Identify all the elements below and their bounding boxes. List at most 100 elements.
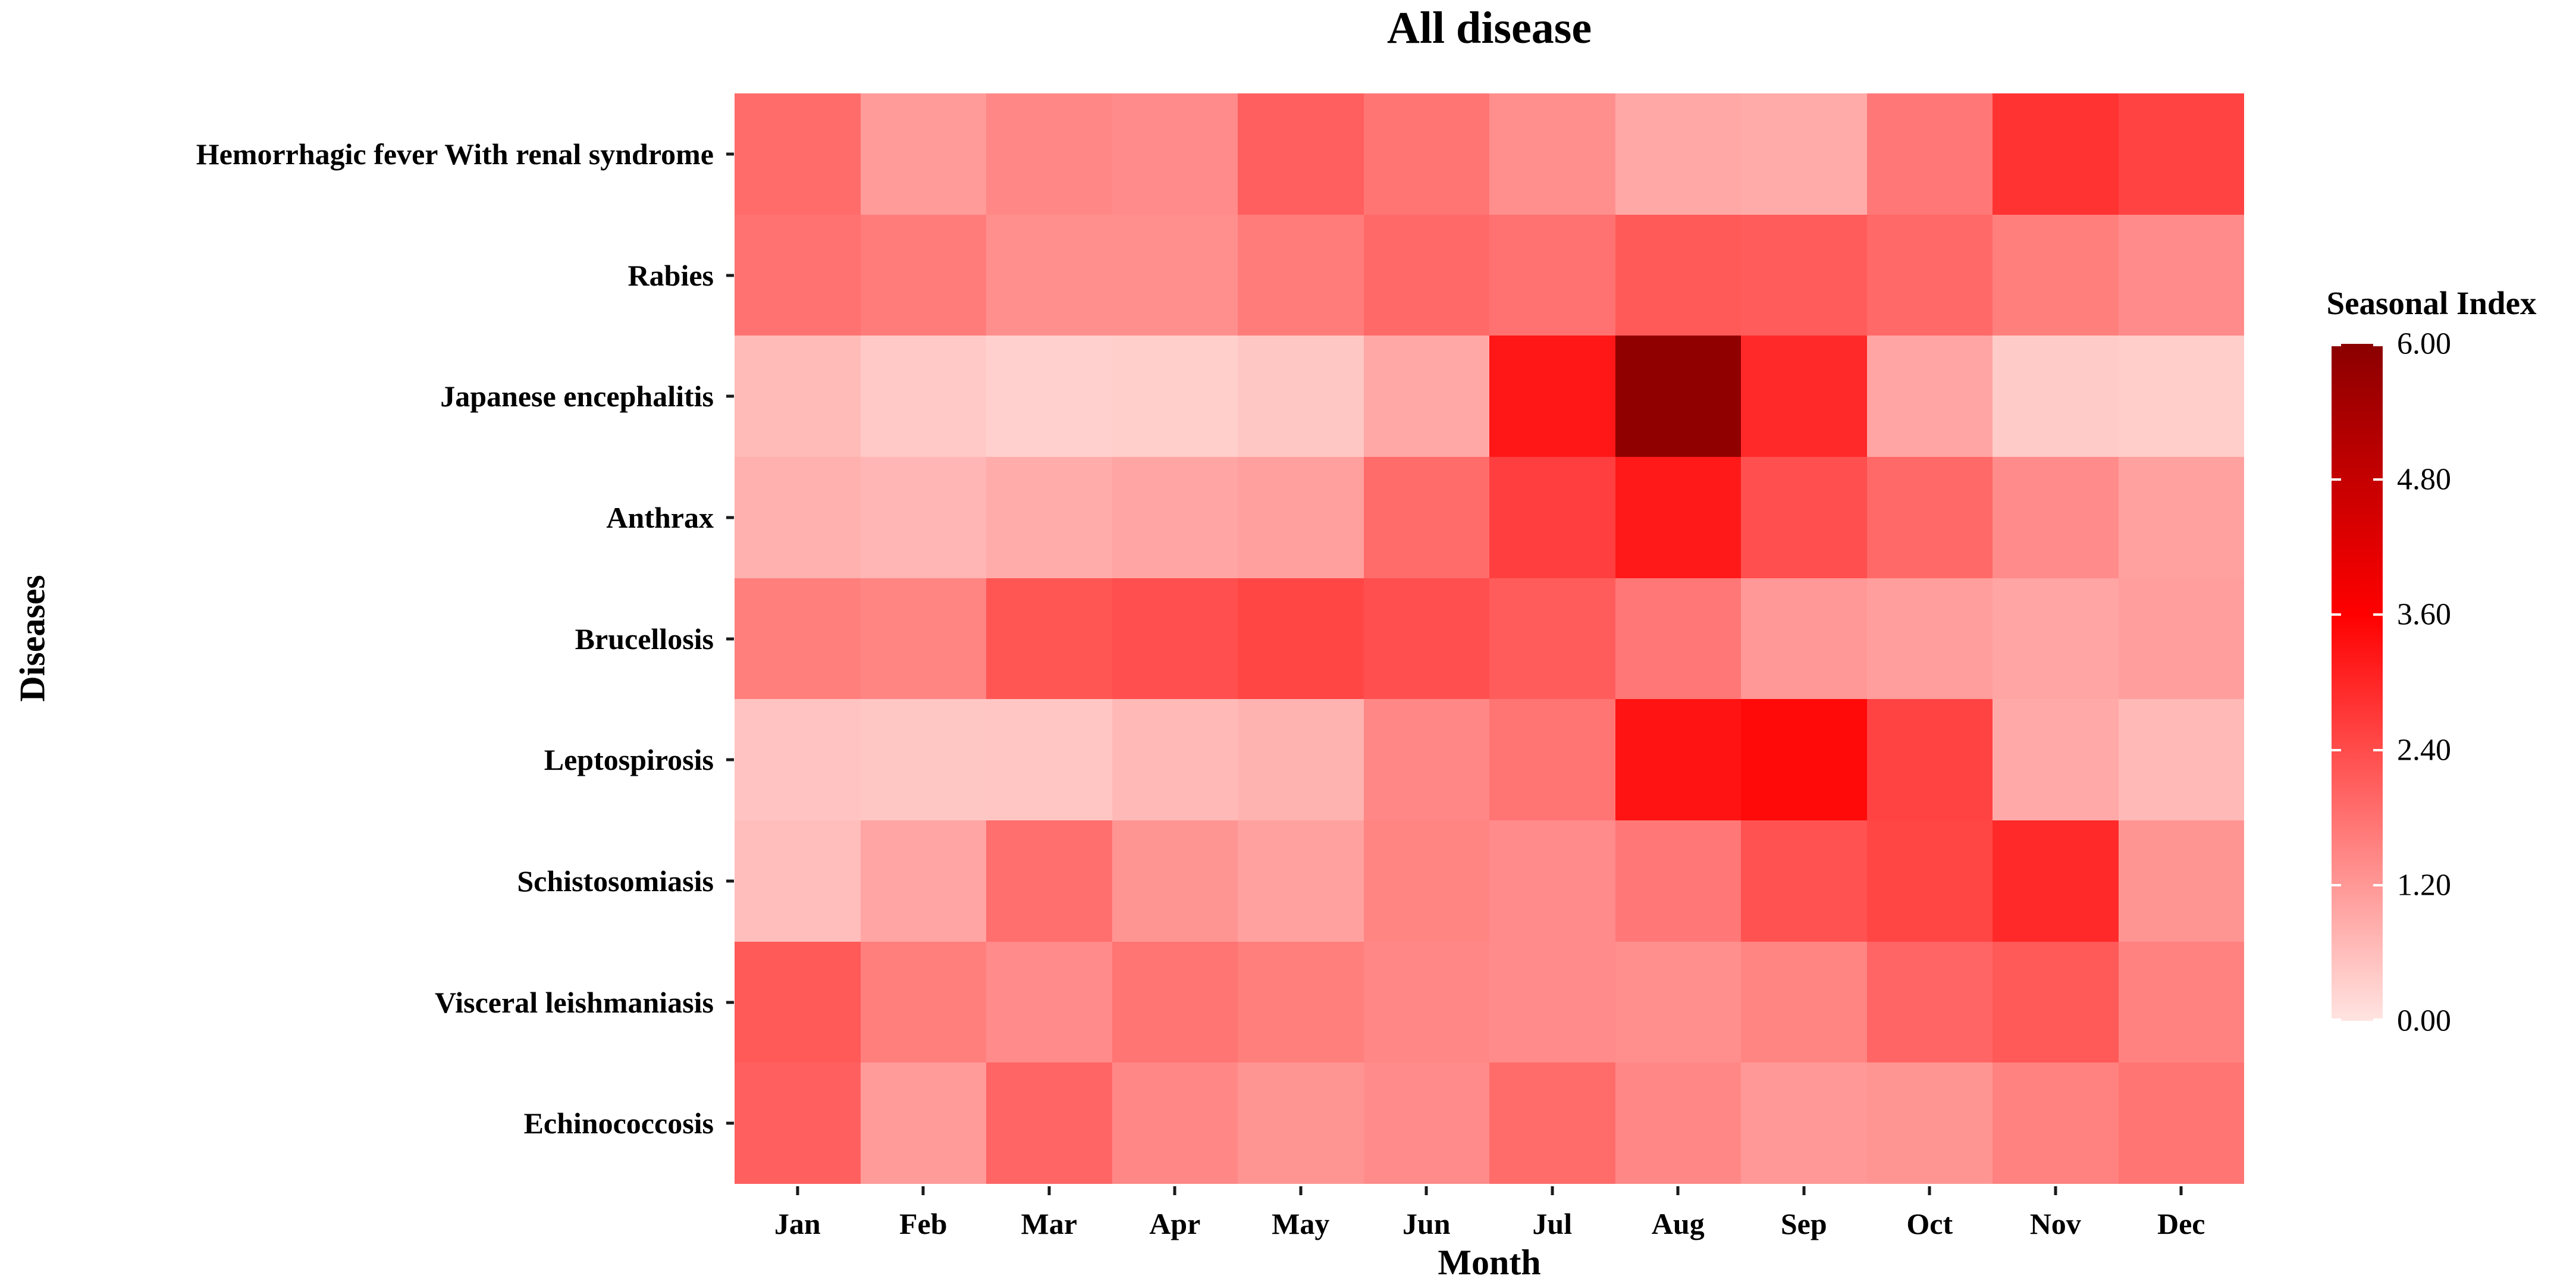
heatmap-cell bbox=[1363, 214, 1489, 336]
x-tick-mark bbox=[1802, 1186, 1806, 1195]
heatmap-cell bbox=[1866, 214, 1993, 336]
heatmap-cell bbox=[1363, 699, 1489, 820]
heatmap-cell bbox=[2118, 457, 2244, 578]
heatmap-cell bbox=[1615, 941, 1741, 1063]
heatmap-cell bbox=[1615, 457, 1741, 578]
heatmap-cell bbox=[1866, 941, 1993, 1063]
legend-tick-mark bbox=[2332, 478, 2341, 481]
legend-tick-label: 0.00 bbox=[2397, 1004, 2451, 1038]
heatmap-cell bbox=[1112, 941, 1238, 1063]
heatmap-cell bbox=[1238, 457, 1364, 578]
heatmap-cell bbox=[2118, 1063, 2244, 1184]
heatmap-cell bbox=[1615, 336, 1741, 457]
legend-title: Seasonal Index bbox=[2326, 285, 2537, 321]
heatmap-cell bbox=[1866, 93, 1993, 215]
y-tick-mark bbox=[726, 758, 734, 761]
heatmap-cell bbox=[860, 1063, 986, 1184]
heatmap-cell bbox=[1238, 1063, 1364, 1184]
heatmap-cell bbox=[1741, 578, 1867, 700]
heatmap-cell bbox=[986, 214, 1112, 336]
heatmap-cell bbox=[1993, 1063, 2119, 1184]
heatmap-cell bbox=[1238, 820, 1364, 942]
heatmap-cell bbox=[860, 941, 986, 1063]
legend-tick-mark bbox=[2332, 613, 2341, 616]
heatmap-cell bbox=[1489, 1063, 1615, 1184]
x-axis-tick-label: Mar bbox=[1021, 1207, 1077, 1240]
heatmap-cell bbox=[1363, 820, 1489, 942]
heatmap-cell bbox=[1112, 214, 1238, 336]
heatmap-cell bbox=[1112, 457, 1238, 578]
legend-tick-mark bbox=[2332, 748, 2341, 751]
legend-colorbar bbox=[2332, 344, 2383, 1021]
heatmap-cell bbox=[1489, 93, 1615, 215]
heatmap-cell bbox=[1112, 1063, 1238, 1184]
heatmap-cell bbox=[1741, 1063, 1867, 1184]
heatmap-cell bbox=[2118, 93, 2244, 215]
legend-tick-label: 4.80 bbox=[2397, 462, 2451, 497]
heatmap-cell bbox=[1238, 578, 1364, 700]
x-tick-mark bbox=[2179, 1186, 2183, 1195]
heatmap-cell bbox=[2118, 336, 2244, 457]
heatmap-cell bbox=[735, 1063, 861, 1184]
heatmap-cell bbox=[986, 93, 1112, 215]
heatmap-cell bbox=[735, 336, 861, 457]
heatmap-cell bbox=[1238, 699, 1364, 820]
x-axis-tick-label: Jun bbox=[1402, 1207, 1451, 1240]
heatmap-cell bbox=[1112, 93, 1238, 215]
heatmap-cell bbox=[986, 941, 1112, 1063]
heatmap-cell bbox=[1238, 941, 1364, 1063]
y-tick-mark bbox=[726, 1001, 734, 1004]
heatmap-cell bbox=[1993, 93, 2119, 215]
legend-tick-mark bbox=[2332, 884, 2341, 887]
heatmap-cell bbox=[1993, 336, 2119, 457]
y-axis-title: Diseases bbox=[12, 575, 52, 702]
heatmap-cell bbox=[860, 93, 986, 215]
heatmap-cell bbox=[1866, 820, 1993, 942]
heatmap-cell bbox=[1993, 578, 2119, 700]
heatmap-cell bbox=[986, 336, 1112, 457]
heatmap-cell bbox=[1993, 214, 2119, 336]
x-tick-mark bbox=[1425, 1186, 1428, 1195]
heatmap-cell bbox=[1993, 941, 2119, 1063]
x-axis-tick-label: Apr bbox=[1149, 1207, 1201, 1240]
heatmap-cell bbox=[1489, 820, 1615, 942]
x-axis-tick-label: May bbox=[1272, 1207, 1330, 1240]
heatmap-cell bbox=[1866, 699, 1993, 820]
x-axis-tick-label: Jul bbox=[1532, 1207, 1573, 1240]
heatmap-cell bbox=[1741, 699, 1867, 820]
heatmap-cell bbox=[1363, 93, 1489, 215]
heatmap-cell bbox=[860, 214, 986, 336]
heatmap-cell bbox=[1112, 699, 1238, 820]
legend-tick-label: 6.00 bbox=[2397, 327, 2451, 361]
y-axis-tick-label: Anthrax bbox=[606, 500, 714, 534]
x-tick-mark bbox=[921, 1186, 925, 1195]
heatmap-cell bbox=[1363, 941, 1489, 1063]
y-tick-mark bbox=[726, 516, 734, 519]
y-axis-tick-label: Hemorrhagic fever With renal syndrome bbox=[196, 137, 714, 171]
x-axis-tick-label: Feb bbox=[899, 1207, 947, 1240]
heatmap-cell bbox=[1489, 699, 1615, 820]
heatmap-cell bbox=[860, 578, 986, 700]
heatmap-cell bbox=[1993, 699, 2119, 820]
heatmap-cell bbox=[1489, 336, 1615, 457]
heatmap-cell bbox=[1993, 457, 2119, 578]
heatmap-cell bbox=[986, 699, 1112, 820]
x-axis-tick-label: Dec bbox=[2157, 1207, 2205, 1240]
x-axis-tick-label: Oct bbox=[1906, 1207, 1953, 1240]
heatmap-cell bbox=[1741, 93, 1867, 215]
heatmap-cell bbox=[860, 699, 986, 820]
legend-tick-mark bbox=[2373, 1018, 2383, 1021]
y-tick-mark bbox=[726, 274, 734, 277]
legend-tick-mark bbox=[2373, 613, 2383, 616]
heatmap-cell bbox=[1615, 214, 1741, 336]
y-axis-tick-label: Leptospirosis bbox=[544, 743, 714, 777]
heatmap-cell bbox=[735, 214, 861, 336]
heatmap-grid bbox=[735, 93, 2244, 1184]
y-axis-tick-label: Rabies bbox=[627, 258, 714, 292]
heatmap-cell bbox=[1866, 578, 1993, 700]
heatmap-cell bbox=[1993, 820, 2119, 942]
x-tick-mark bbox=[1299, 1186, 1303, 1195]
heatmap-cell bbox=[1363, 578, 1489, 700]
heatmap-cell bbox=[1363, 457, 1489, 578]
heatmap-cell bbox=[1741, 336, 1867, 457]
